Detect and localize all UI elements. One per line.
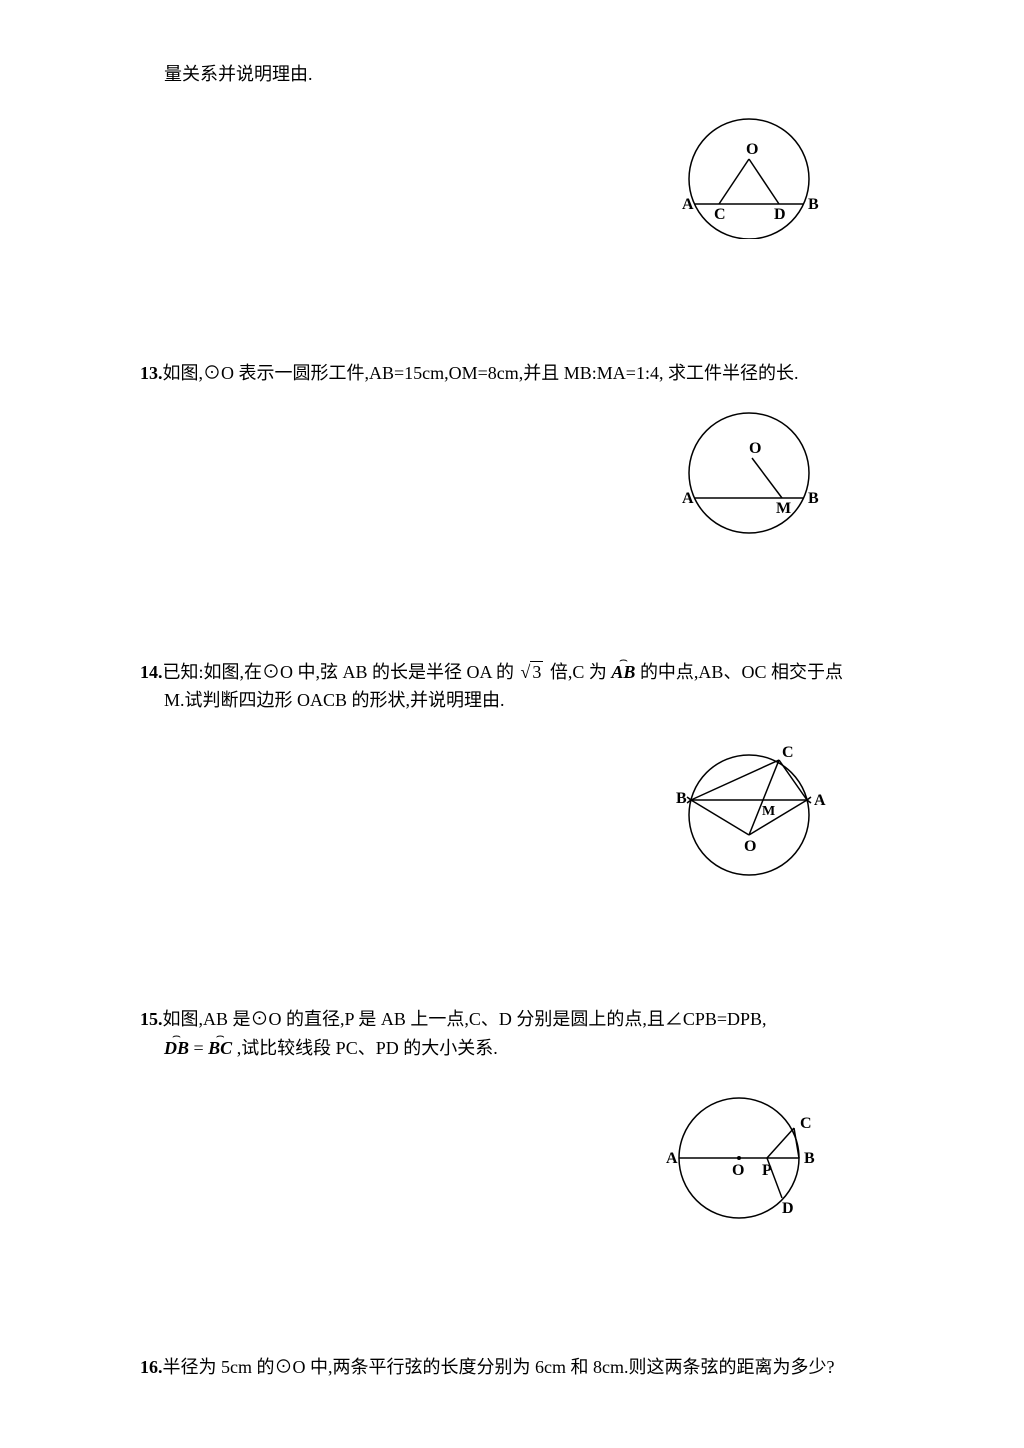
figure-12: O A B C D <box>664 109 834 239</box>
label-c: C <box>782 744 794 761</box>
label-o: O <box>732 1162 744 1179</box>
problem-14-l1a: 已知:如图,在⊙O 中,弦 AB 的长是半径 OA 的 <box>163 662 515 682</box>
problem-14-l1b: 倍,C 为 <box>550 662 607 682</box>
label-d: D <box>774 206 786 223</box>
problem-13-text: 13.如图,⊙O 表示一圆形工件,AB=15cm,OM=8cm,并且 MB:MA… <box>140 359 884 388</box>
line-pc <box>767 1128 794 1158</box>
problem-13-body: 如图,⊙O 表示一圆形工件,AB=15cm,OM=8cm,并且 MB:MA=1:… <box>163 363 799 383</box>
problem-16: 16.半径为 5cm 的⊙O 中,两条平行弦的长度分别为 6cm 和 8cm.则… <box>140 1353 884 1382</box>
problem-14-text: 14.已知:如图,在⊙O 中,弦 AB 的长是半径 OA 的 √3 倍,C 为 … <box>140 658 884 716</box>
problem-16-num: 16. <box>140 1357 163 1377</box>
problem-16-body: 半径为 5cm 的⊙O 中,两条平行弦的长度分别为 6cm 和 8cm.则这两条… <box>163 1357 835 1377</box>
line-ac <box>779 760 807 800</box>
problem-12-line1: 量关系并说明理由. <box>164 64 313 84</box>
figure-13-wrap: O A B M <box>140 408 884 538</box>
problem-15: 15.如图,AB 是⊙O 的直径,P 是 AB 上一点,C、D 分别是圆上的点,… <box>140 1005 884 1233</box>
problem-16-text: 16.半径为 5cm 的⊙O 中,两条平行弦的长度分别为 6cm 和 8cm.则… <box>140 1353 884 1382</box>
center-dot-icon <box>737 1156 741 1160</box>
arc-bc: ⌢ BC <box>208 1034 232 1063</box>
problem-12-text: 量关系并说明理由. <box>140 60 884 89</box>
label-o: O <box>749 440 761 457</box>
line-ao <box>749 800 807 835</box>
circle-icon <box>689 119 809 239</box>
problem-14-l2: M.试判断四边形 OACB 的形状,并说明理由. <box>140 686 884 715</box>
label-m: M <box>762 804 775 819</box>
sqrt3: √3 <box>519 658 546 687</box>
problem-15-l1: 如图,AB 是⊙O 的直径,P 是 AB 上一点,C、D 分别是圆上的点,且∠C… <box>163 1009 767 1029</box>
problem-13-num: 13. <box>140 363 163 383</box>
figure-13: O A B M <box>664 408 834 538</box>
line-oc <box>719 159 749 204</box>
label-p: P <box>762 1162 772 1179</box>
label-a: A <box>814 792 826 809</box>
label-a: A <box>682 196 694 213</box>
problem-15-text: 15.如图,AB 是⊙O 的直径,P 是 AB 上一点,C、D 分别是圆上的点,… <box>140 1005 884 1063</box>
problem-15-l2b: ,试比较线段 PC、PD 的大小关系. <box>237 1038 498 1058</box>
problem-14-l1c: 的中点,AB、OC 相交于点 <box>640 662 843 682</box>
problem-12-tail: 量关系并说明理由. O A B C D <box>140 60 884 239</box>
arc-db: ⌢ DB <box>164 1034 189 1063</box>
label-d: D <box>782 1200 794 1217</box>
label-a: A <box>682 490 694 507</box>
line-om <box>752 458 782 498</box>
figure-15-wrap: A B C D O P <box>140 1083 884 1233</box>
figure-12-wrap: O A B C D <box>140 109 884 239</box>
problem-14: 14.已知:如图,在⊙O 中,弦 AB 的长是半径 OA 的 √3 倍,C 为 … <box>140 658 884 886</box>
problem-14-num: 14. <box>140 662 163 682</box>
label-c: C <box>800 1115 812 1132</box>
problem-15-num: 15. <box>140 1009 163 1029</box>
label-b: B <box>804 1150 815 1167</box>
label-b: B <box>808 196 819 213</box>
figure-14: C B A M O <box>664 735 834 885</box>
label-m: M <box>776 500 791 517</box>
eq-sign: = <box>194 1038 209 1058</box>
problem-15-l2: ⌢ DB = ⌢ BC ,试比较线段 PC、PD 的大小关系. <box>140 1034 884 1063</box>
label-b: B <box>808 490 819 507</box>
label-b: B <box>676 790 687 807</box>
problem-13: 13.如图,⊙O 表示一圆形工件,AB=15cm,OM=8cm,并且 MB:MA… <box>140 359 884 538</box>
label-o: O <box>746 141 758 158</box>
label-o: O <box>744 838 756 855</box>
label-c: C <box>714 206 726 223</box>
figure-15: A B C D O P <box>654 1083 834 1233</box>
line-bo <box>691 800 749 835</box>
line-cb <box>794 1128 799 1158</box>
line-od <box>749 159 779 204</box>
label-a: A <box>666 1150 678 1167</box>
arc-ab: ⌢ AB <box>611 658 635 687</box>
figure-14-wrap: C B A M O <box>140 735 884 885</box>
